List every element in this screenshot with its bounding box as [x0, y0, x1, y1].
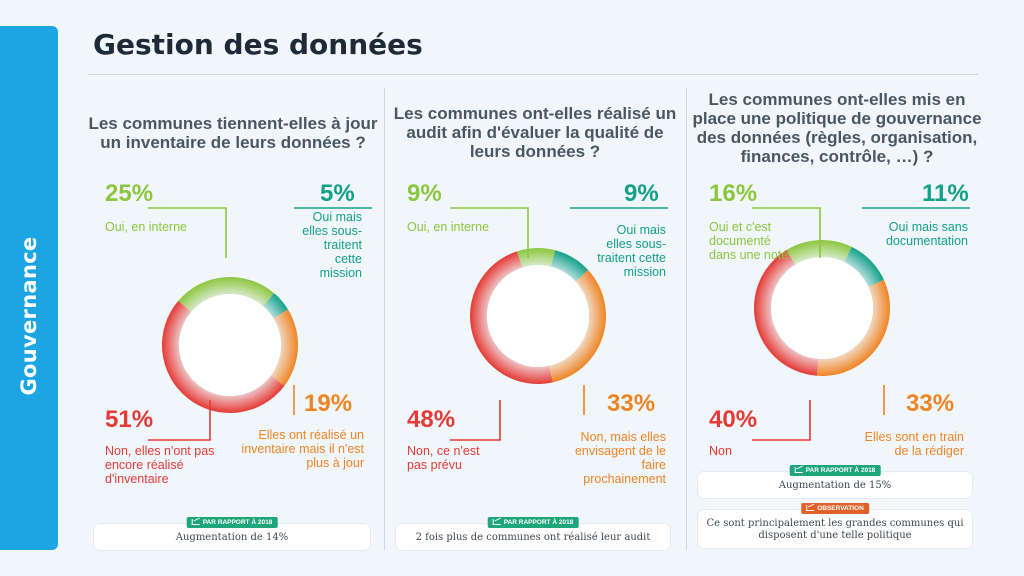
slice-percent: 33%: [906, 390, 955, 417]
slice-percent: 9%: [624, 180, 659, 207]
slice-label: Non, ce n'est pas prévu: [407, 444, 480, 472]
leader-line: [450, 207, 529, 258]
leader-line: [148, 207, 227, 258]
chart-question: Les communes tiennent-elles à jour un in…: [88, 114, 378, 152]
slice-percent: 33%: [607, 390, 656, 417]
leader-line: [148, 400, 211, 441]
note-text: Augmentation de 14%: [175, 532, 289, 543]
slice-label: Elles sont en train de la rédiger: [864, 430, 964, 458]
slice-label: Oui mais sans documentation: [885, 220, 968, 248]
note-text: 2 fois plus de communes ont réalisé leur…: [415, 532, 651, 543]
note-badge-label: PAR RAPPORT À 2018: [805, 467, 876, 474]
donut-slice: [263, 293, 288, 319]
slice-label: Oui et c'est documenté dans une note: [709, 220, 789, 262]
donut-slice: [550, 250, 589, 282]
chart-panel: Les communes ont-elles réalisé un audit …: [390, 80, 680, 550]
slice-percent: 19%: [304, 390, 353, 417]
donut-slice: [754, 250, 819, 376]
side-tab-label: Gouvernance: [17, 236, 41, 396]
column-divider: [686, 88, 687, 550]
donut-hole: [179, 294, 281, 396]
donut-hole: [487, 265, 589, 367]
slice-percent: 25%: [105, 180, 154, 207]
donut-slice: [844, 246, 884, 287]
donut-slice: [178, 277, 275, 312]
note-box: OBSERVATION Ce sont principalement les gr…: [698, 503, 972, 548]
slice-label: Oui mais elles sous-traitent cette missi…: [302, 210, 362, 280]
title-divider: [88, 74, 978, 75]
slice-percent: 51%: [105, 406, 154, 433]
note-badge: PAR RAPPORT À 2018: [487, 517, 579, 528]
note-text: Ce sont principalement les grandes commu…: [706, 518, 964, 541]
donut-chart: [752, 207, 970, 441]
donut-slice: [469, 251, 553, 385]
donut-hole: [771, 257, 873, 359]
note-box: PAR RAPPORT À 2018 2 fois plus de commune…: [396, 517, 670, 550]
chart-icon: [492, 519, 501, 525]
note-box: PAR RAPPORT À 2018 Augmentation de 15%: [698, 465, 972, 498]
donut-chart: [450, 207, 668, 441]
chart-icon: [806, 505, 815, 511]
donut-slice: [161, 300, 285, 414]
note-box: PAR RAPPORT À 2018 Augmentation de 14%: [94, 517, 370, 550]
donut-slice: [270, 309, 298, 386]
note-badge-label: OBSERVATION: [817, 505, 864, 512]
slice-percent: 16%: [709, 180, 758, 207]
donut-chart: [148, 207, 372, 441]
slice-label: Oui, en interne: [407, 220, 489, 234]
donut-slice: [786, 240, 852, 265]
note-badge: OBSERVATION: [801, 503, 869, 514]
note-badge: PAR RAPPORT À 2018: [186, 517, 278, 528]
slice-percent: 40%: [709, 406, 758, 433]
leader-line: [450, 400, 501, 441]
slice-label: Elles ont réalisé un inventaire mais il …: [241, 428, 364, 470]
slice-percent: 9%: [407, 180, 442, 207]
slice-label: Oui mais elles sous-traitent cette missi…: [597, 223, 666, 279]
slice-label: Non: [709, 444, 732, 458]
chart-icon: [794, 467, 803, 473]
donut-slice: [549, 270, 606, 383]
slice-label: Non, elles n'ont pas encore réalisé d'in…: [105, 444, 215, 486]
chart-panel: Les communes tiennent-elles à jour un in…: [88, 80, 378, 550]
side-tab: Gouvernance: [0, 26, 58, 550]
donut-slice: [816, 279, 890, 376]
note-badge: PAR RAPPORT À 2018: [789, 465, 881, 476]
slice-percent: 11%: [922, 180, 969, 207]
column-divider: [384, 88, 385, 550]
donut-slice: [516, 247, 556, 268]
chart-question: Les communes ont-elles mis en place une …: [692, 90, 982, 166]
note-text: Augmentation de 15%: [778, 480, 892, 491]
slice-label: Oui, en interne: [105, 220, 187, 234]
slice-percent: 5%: [320, 180, 355, 207]
note-badge-label: PAR RAPPORT À 2018: [503, 519, 574, 526]
chart-icon: [191, 519, 200, 525]
slice-label: Non, mais elles envisagent de le faire p…: [574, 430, 666, 486]
leader-line: [752, 207, 821, 258]
slice-percent: 48%: [407, 406, 456, 433]
leader-line: [752, 400, 811, 441]
chart-panel: Les communes ont-elles mis en place une …: [692, 80, 982, 550]
chart-question: Les communes ont-elles réalisé un audit …: [393, 104, 677, 161]
page-title: Gestion des données: [93, 28, 423, 61]
note-badge-label: PAR RAPPORT À 2018: [202, 519, 273, 526]
